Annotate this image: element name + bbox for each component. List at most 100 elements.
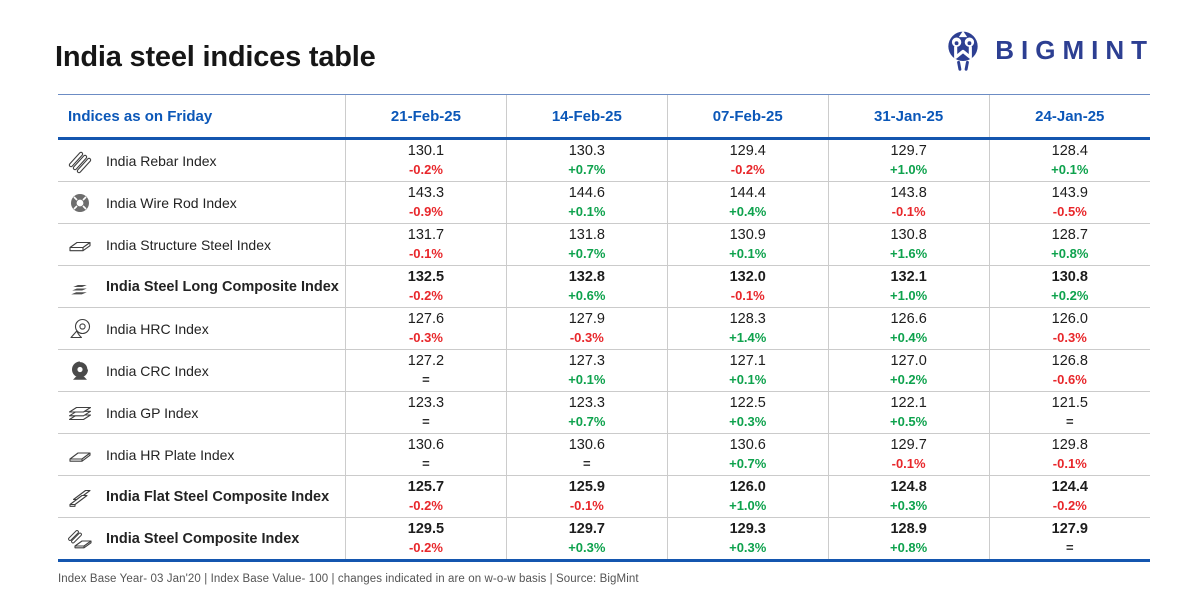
index-value: 130.6 [568, 437, 605, 453]
index-value: 129.7 [890, 437, 927, 453]
wow-change: -0.3% [569, 330, 604, 345]
flat-steel-composite-icon [66, 483, 93, 510]
table-row: India GP Index 123.3 = 123.3 +0.7% 122.5 +0.3%… [58, 391, 1150, 434]
wow-change: +0.8% [890, 540, 928, 555]
footnote: Index Base Year- 03 Jan'20 | Index Base … [58, 573, 639, 585]
row-label: India HR Plate Index [106, 446, 235, 463]
value-cell: 130.6 = [345, 433, 507, 476]
wow-change: -0.2% [408, 540, 443, 555]
row-header: India Steel Long Composite Index [58, 265, 346, 308]
value-cell: 143.9 -0.5% [988, 181, 1150, 224]
index-value: 132.5 [407, 269, 445, 285]
table-row: India Wire Rod Index 143.3 -0.9% 144.6 +0.1%… [58, 181, 1150, 224]
index-value: 143.3 [407, 185, 445, 201]
index-value: 123.3 [407, 395, 445, 411]
row-label: India Wire Rod Index [106, 194, 237, 211]
wire-rod-icon [66, 189, 93, 216]
value-cell: 130.6 +0.7% [666, 433, 829, 476]
bigmint-logo-icon [941, 26, 985, 74]
index-value: 126.8 [1051, 353, 1088, 369]
value-cell: 125.9 -0.1% [505, 475, 668, 518]
wow-change: -0.9% [408, 204, 443, 219]
wow-change: = [422, 456, 430, 471]
table-row: India HR Plate Index 130.6 = 130.6 = 130.6 +0.… [58, 433, 1150, 476]
table-row: India Flat Steel Composite Index 125.7 -0.… [58, 475, 1150, 518]
wow-change: +1.0% [890, 288, 928, 303]
value-cell: 132.1 +1.0% [827, 265, 990, 308]
index-value: 121.5 [1051, 395, 1088, 411]
wow-change: -0.3% [1052, 330, 1087, 345]
column-header-date-5: 24-Jan-25 [988, 94, 1150, 140]
table-row: India Steel Composite Index 129.5 -0.2% 129… [58, 517, 1150, 562]
row-header: India GP Index [58, 391, 346, 434]
index-value: 129.7 [890, 143, 927, 159]
value-cell: 126.0 +1.0% [666, 475, 829, 518]
value-cell: 127.6 -0.3% [345, 307, 507, 350]
wow-change: +0.3% [568, 540, 606, 555]
page-title: India steel indices table [55, 41, 376, 73]
wow-change: +0.3% [890, 498, 928, 513]
value-cell: 143.8 -0.1% [827, 181, 990, 224]
index-value: 144.6 [568, 185, 605, 201]
wow-change: +0.1% [729, 372, 767, 387]
index-value: 131.7 [407, 227, 445, 243]
value-cell: 143.3 -0.9% [345, 181, 507, 224]
index-value: 129.3 [729, 521, 766, 537]
row-header: India Rebar Index [58, 138, 346, 182]
value-cell: 121.5 = [988, 391, 1150, 434]
value-cell: 130.3 +0.7% [505, 138, 668, 182]
wow-change: +1.0% [729, 498, 767, 513]
index-value: 128.9 [890, 521, 927, 537]
gp-sheets-icon [66, 399, 93, 426]
wow-change: +0.7% [729, 456, 767, 471]
index-value: 122.5 [729, 395, 766, 411]
wow-change: +0.7% [568, 414, 606, 429]
wow-change: -0.2% [730, 162, 765, 177]
value-cell: 129.7 +1.0% [827, 138, 990, 182]
value-cell: 124.8 +0.3% [827, 475, 990, 518]
value-cell: 123.3 +0.7% [505, 391, 668, 434]
wow-change: +0.7% [568, 246, 606, 261]
index-value: 126.0 [729, 479, 766, 495]
hr-plate-icon [66, 441, 93, 468]
value-cell: 129.5 -0.2% [345, 517, 507, 562]
table-body: India Rebar Index 130.1 -0.2% 130.3 +0.7% 129… [58, 138, 1150, 562]
wow-change: +0.4% [729, 204, 767, 219]
row-label: India Flat Steel Composite Index [106, 488, 330, 505]
value-cell: 129.7 -0.1% [827, 433, 990, 476]
crc-coil-icon [66, 357, 93, 384]
wow-change: +0.7% [568, 162, 606, 177]
value-cell: 122.1 +0.5% [827, 391, 990, 434]
value-cell: 130.6 = [505, 433, 668, 476]
table-header: Indices as on Friday 21-Feb-25 14-Feb-25… [58, 94, 1150, 140]
row-label: India Steel Composite Index [106, 530, 300, 547]
index-value: 144.4 [729, 185, 766, 201]
index-value: 124.4 [1051, 479, 1088, 495]
value-cell: 128.3 +1.4% [666, 307, 829, 350]
wow-change: +0.1% [568, 204, 606, 219]
row-header: India CRC Index [58, 349, 346, 392]
wow-change: +0.1% [729, 246, 767, 261]
row-label: India Steel Long Composite Index [106, 278, 339, 295]
index-value: 130.8 [1051, 269, 1088, 285]
value-cell: 132.0 -0.1% [666, 265, 829, 308]
index-value: 124.8 [890, 479, 927, 495]
wow-change: +1.6% [890, 246, 928, 261]
value-cell: 126.0 -0.3% [988, 307, 1150, 350]
value-cell: 132.5 -0.2% [345, 265, 507, 308]
wow-change: +0.5% [890, 414, 928, 429]
value-cell: 123.3 = [345, 391, 507, 434]
wow-change: -0.1% [408, 246, 443, 261]
value-cell: 124.4 -0.2% [988, 475, 1150, 518]
value-cell: 127.9 = [988, 517, 1150, 562]
wow-change: +0.6% [568, 288, 606, 303]
index-value: 129.8 [1051, 437, 1088, 453]
table-row: India CRC Index 127.2 = 127.3 +0.1% 127.1 +0.1… [58, 349, 1150, 392]
index-value: 122.1 [890, 395, 927, 411]
index-value: 123.3 [568, 395, 605, 411]
row-label: India Structure Steel Index [106, 236, 271, 253]
wow-change: +1.4% [729, 330, 767, 345]
index-value: 132.8 [568, 269, 605, 285]
column-header-date-2: 14-Feb-25 [505, 94, 668, 140]
